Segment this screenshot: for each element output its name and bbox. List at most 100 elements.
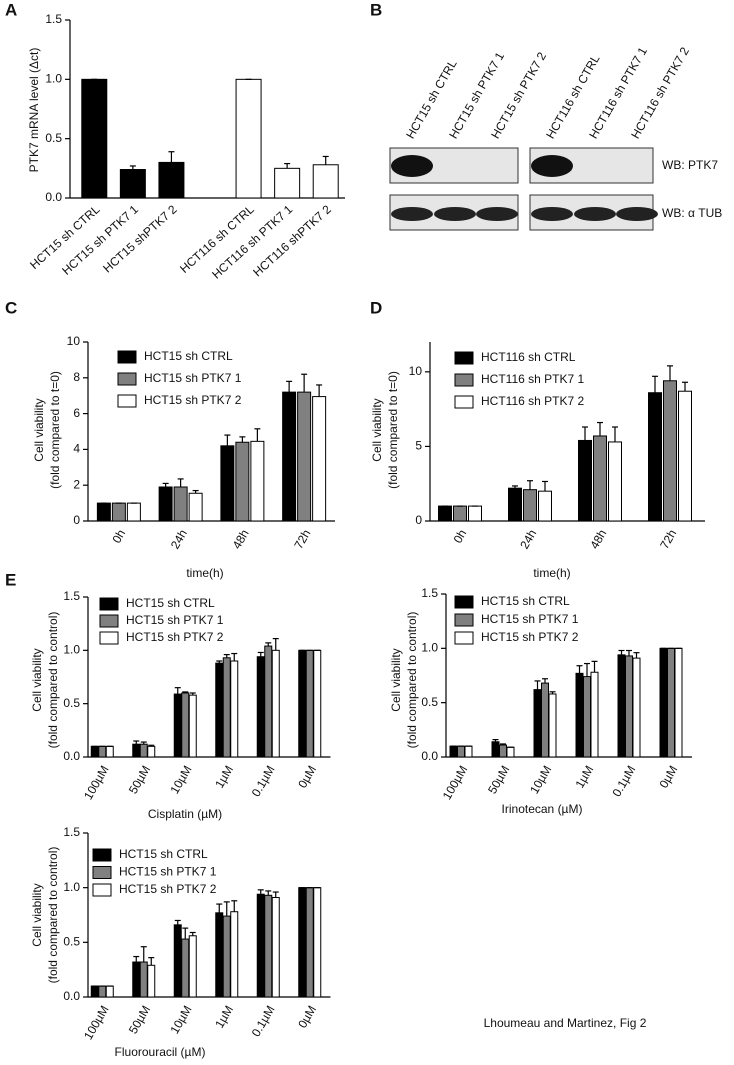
footer: Lhoumeau and Martinez, Fig 2 (484, 1016, 647, 1030)
x-tick-label: 1µM (212, 1003, 236, 1030)
bar (625, 655, 633, 758)
y-tick-label: 1.5 (45, 12, 62, 26)
bar (449, 745, 458, 758)
bar (491, 741, 500, 758)
bar (674, 647, 683, 758)
bar (298, 649, 307, 758)
y-axis-label: Cell viability (30, 648, 44, 711)
bar (578, 439, 592, 522)
bar (548, 693, 557, 758)
blot-band (574, 207, 616, 221)
x-tick-label: 72h (291, 527, 313, 551)
bar (608, 441, 622, 522)
x-tick-label: 10µM (527, 763, 554, 796)
y-tick-label: 1.0 (63, 643, 80, 657)
bar (220, 445, 235, 522)
bar (256, 893, 265, 998)
legend-swatch (99, 614, 119, 628)
bar (590, 671, 599, 758)
bar (667, 647, 675, 758)
y-tick-label: 8 (73, 370, 80, 384)
x-tick-label: 72h (657, 527, 679, 551)
blot-row-label: WB: α TUB (662, 206, 722, 220)
x-tick-label: 100µM (440, 763, 471, 802)
legend-label: HCT15 sh PTK7 2 (144, 393, 242, 407)
y-axis-label: Cell viability (32, 398, 46, 461)
bar (98, 985, 107, 998)
bar (541, 682, 549, 758)
bar (230, 660, 239, 758)
x-tick-label: 48h (587, 527, 609, 551)
bar (271, 897, 280, 998)
bar (111, 502, 126, 522)
bar (188, 694, 197, 758)
bar (313, 887, 322, 998)
bar (499, 744, 507, 758)
y-axis-label: (fold compared to control) (46, 612, 60, 749)
legend-swatch (454, 395, 474, 409)
y-tick-label: 0.5 (45, 131, 62, 145)
bar (235, 78, 262, 199)
y-tick-label: 1.5 (63, 589, 80, 603)
bar (523, 489, 537, 522)
y-tick-label: 1.0 (63, 880, 80, 894)
bar (173, 486, 188, 522)
x-tick-label: 50µM (126, 1003, 153, 1036)
x-tick-label: 0.1µM (609, 763, 638, 799)
bar (457, 745, 465, 758)
legend-swatch (117, 372, 137, 386)
x-axis-label: Fluorouracil (µM) (115, 1045, 206, 1059)
y-axis-label: (fold compared to control) (46, 847, 60, 984)
bar (105, 745, 114, 758)
x-tick-label: 10µM (167, 1003, 194, 1036)
y-axis-label: (fold compared to t=0) (386, 371, 400, 489)
bar (132, 961, 141, 998)
bar (126, 502, 141, 522)
blot-band (476, 207, 518, 221)
blot-band (391, 207, 433, 221)
legend-swatch (99, 597, 119, 611)
legend-label: HCT116 sh PTK7 2 (481, 394, 584, 408)
bar (173, 693, 182, 758)
legend-label: HCT116 sh PTK7 1 (481, 372, 584, 386)
bar (305, 649, 314, 758)
bar (222, 657, 231, 758)
legend-swatch (92, 848, 112, 862)
bar (139, 743, 148, 758)
y-tick-label: 4 (73, 442, 80, 456)
bar (678, 390, 692, 522)
y-tick-label: 1.5 (421, 586, 438, 600)
legend-swatch (454, 595, 474, 609)
panel-letter: B (370, 0, 382, 19)
y-tick-label: 0.5 (421, 695, 438, 709)
bar (313, 649, 322, 758)
blot-row-label: WB: PTK7 (662, 158, 718, 172)
bar (583, 676, 591, 758)
panel-letter: E (5, 570, 16, 589)
x-tick-label: 24h (517, 527, 539, 551)
bar (305, 887, 314, 998)
x-tick-label: 0µM (656, 763, 680, 790)
legend-label: HCT15 sh CTRL (119, 847, 208, 861)
bar (181, 692, 190, 758)
legend-label: HCT15 sh PTK7 1 (126, 613, 224, 627)
y-tick-label: 0.0 (63, 749, 80, 763)
y-axis-label: PTK7 mRNA level (Δct) (27, 48, 41, 173)
bar (81, 78, 108, 199)
bar (222, 915, 231, 998)
bar (119, 169, 146, 199)
y-tick-label: 2 (73, 477, 80, 491)
bar (648, 392, 662, 522)
y-tick-label: 0 (73, 513, 80, 527)
legend-label: HCT15 sh PTK7 2 (119, 882, 217, 896)
legend-swatch (117, 350, 137, 364)
y-tick-label: 6 (73, 406, 80, 420)
x-tick-label: 0µM (295, 763, 319, 790)
bar (617, 654, 626, 758)
x-tick-label: 48h (230, 527, 252, 551)
bar (181, 938, 190, 998)
bar (438, 505, 452, 522)
bar (215, 912, 224, 998)
x-axis-label: Irinotecan (µM) (502, 802, 583, 816)
bar (158, 161, 185, 199)
